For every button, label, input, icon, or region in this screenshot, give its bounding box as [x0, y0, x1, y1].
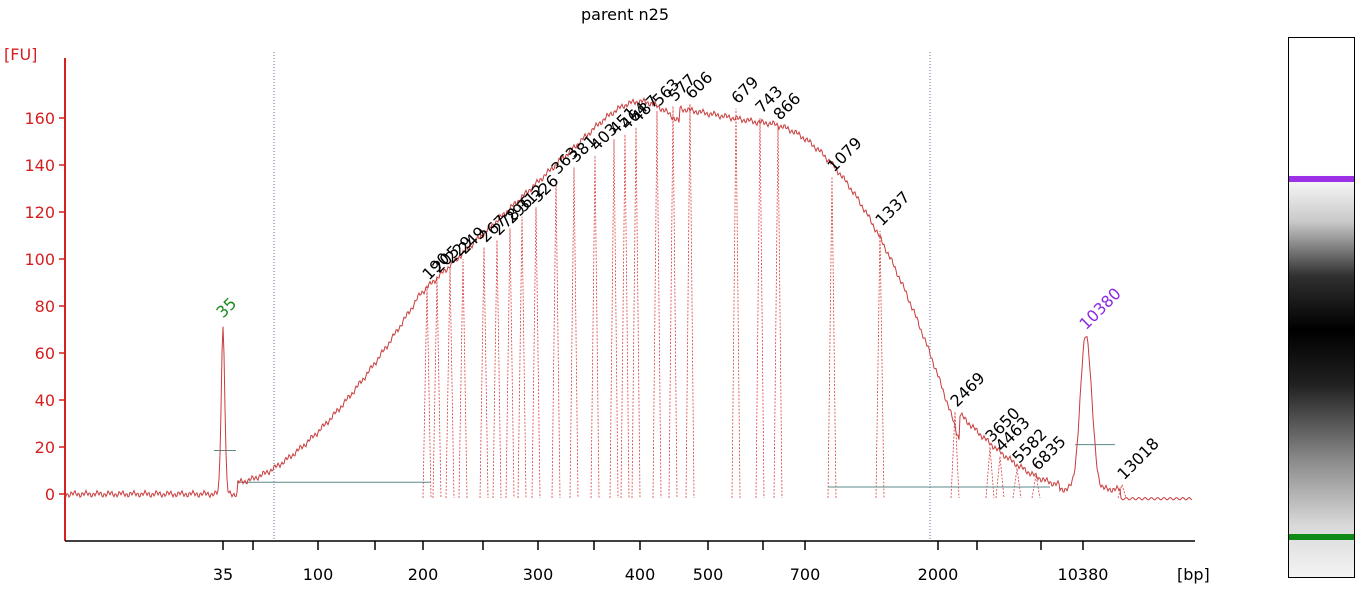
x-tick-label: 100	[303, 565, 334, 584]
y-tick-label: 160	[24, 109, 55, 128]
y-tick-label: 40	[35, 391, 55, 410]
peak-region	[551, 179, 561, 499]
peak-label: 1079	[823, 133, 865, 175]
peak-regions	[214, 103, 1127, 499]
y-tick-label: 20	[35, 438, 55, 457]
peak-region	[995, 456, 1005, 499]
x-tick-label: 400	[625, 565, 656, 584]
peak-label: 1337	[871, 187, 913, 229]
peak-region	[517, 216, 527, 499]
x-tick-label: 10380	[1058, 565, 1109, 584]
peak-region	[1031, 475, 1041, 499]
y-tick-label: 0	[45, 485, 55, 504]
axis-ticks: 0 20 40 60 80 100 120 140 160 35 100 200 300 400 500 70…	[24, 109, 1108, 584]
peak-region	[985, 446, 995, 499]
x-tick-label: 700	[790, 565, 821, 584]
y-tick-label: 140	[24, 156, 55, 175]
peak-region	[505, 228, 515, 499]
peak-region	[445, 268, 455, 499]
gel-image	[1288, 37, 1355, 578]
lower-marker-band	[1289, 534, 1354, 540]
peak-labels: 1902052292492672782963123263633814034514…	[212, 68, 1162, 484]
x-tick-label: 500	[693, 565, 724, 584]
peak-region	[609, 139, 619, 499]
peak-region	[590, 155, 600, 499]
peak-region	[950, 411, 960, 499]
peak-region	[827, 176, 837, 499]
peak-label: 13018	[1113, 434, 1162, 483]
peak-region	[668, 106, 678, 499]
upper-marker-band	[1289, 176, 1354, 182]
electropherogram-chart: parent n25 [FU] [bp] 0 20 40 60 80 100 120 140 1…	[4, 5, 1210, 584]
x-tick-label: 35	[213, 565, 233, 584]
peak-region	[755, 117, 765, 499]
y-tick-label: 100	[24, 250, 55, 269]
peak-region	[458, 258, 468, 499]
y-tick-label: 60	[35, 344, 55, 363]
marker-label: 10380	[1075, 284, 1124, 333]
peak-region	[875, 230, 885, 499]
x-axis-label: [bp]	[1177, 565, 1210, 584]
peak-region	[620, 134, 630, 499]
gel-lane	[1289, 38, 1354, 577]
peak-region	[422, 284, 432, 499]
x-tick-label: 2000	[918, 565, 959, 584]
peak-region	[1117, 483, 1127, 499]
y-axis-label: [FU]	[4, 45, 37, 64]
y-tick-label: 80	[35, 297, 55, 316]
peak-region	[432, 277, 442, 499]
y-tick-label: 120	[24, 203, 55, 222]
peak-region	[569, 167, 579, 499]
peak-region	[492, 240, 502, 499]
peak-region	[479, 247, 489, 499]
marker-label: 35	[212, 294, 240, 322]
peak-region	[652, 110, 662, 499]
peak-region	[1012, 468, 1022, 499]
peak-label: 2469	[946, 368, 988, 410]
dotted-reference-lines	[273, 52, 931, 541]
peak-region	[531, 207, 541, 499]
x-tick-label: 300	[523, 565, 554, 584]
peak-region	[731, 108, 741, 499]
peak-region	[685, 103, 695, 499]
x-tick-label: 200	[408, 565, 439, 584]
chart-title: parent n25	[581, 5, 669, 24]
peak-region	[631, 127, 641, 499]
peak-region	[773, 125, 783, 499]
signal-trace	[64, 97, 1193, 501]
